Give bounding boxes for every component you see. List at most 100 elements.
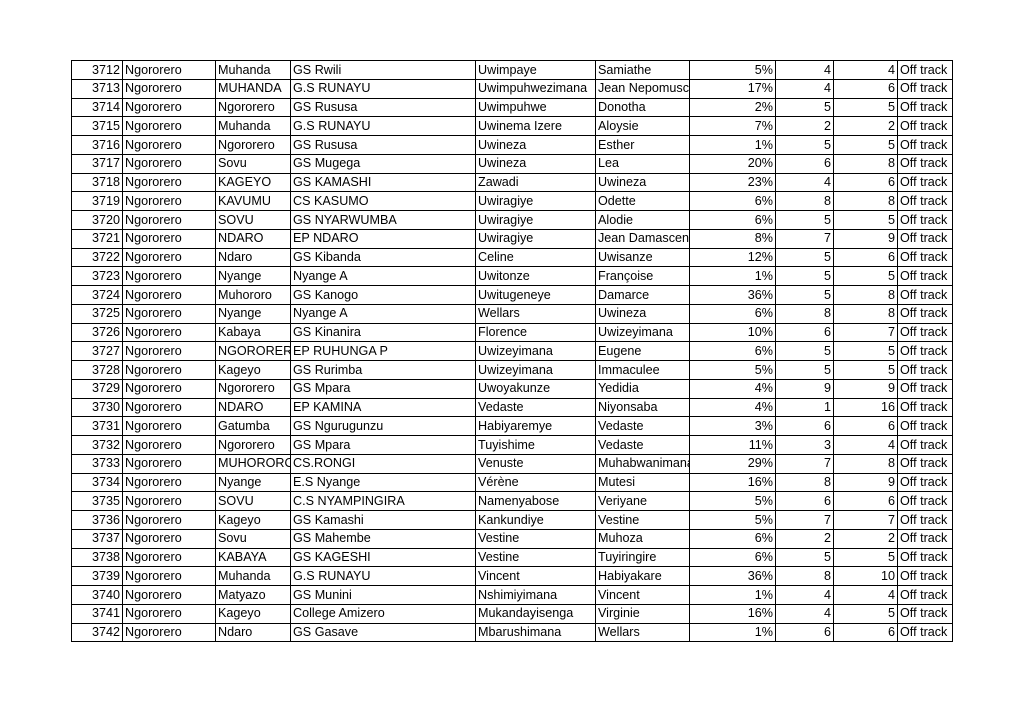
cell-num2[interactable]: 6 xyxy=(833,622,898,643)
cell-school[interactable]: GS Rususa xyxy=(290,135,476,155)
cell-district[interactable]: Ngororero xyxy=(122,528,216,549)
table-row[interactable]: 3739 Ngororero Muhanda G.S RUNAYU Vincent Hab… xyxy=(71,566,953,586)
cell-id[interactable]: 3739 xyxy=(71,566,123,586)
table-row[interactable]: 3737 Ngororero Sovu GS Mahembe Vestine Muhoza… xyxy=(71,528,953,549)
cell-district[interactable]: Ngororero xyxy=(122,97,216,118)
cell-sector[interactable]: Ngororero xyxy=(215,378,291,399)
cell-percent[interactable]: 29% xyxy=(689,453,776,474)
cell-last-name[interactable]: Uwimpaye xyxy=(475,60,596,80)
cell-school[interactable]: Nyange A xyxy=(290,266,476,286)
cell-status[interactable]: Off track xyxy=(897,135,953,155)
cell-sector[interactable]: Muhanda xyxy=(215,60,291,80)
cell-sector[interactable]: Gatumba xyxy=(215,416,291,436)
cell-id[interactable]: 3727 xyxy=(71,341,123,361)
cell-district[interactable]: Ngororero xyxy=(122,491,216,511)
table-row[interactable]: 3729 Ngororero Ngororero GS Mpara Uwoyakunze… xyxy=(71,378,953,399)
cell-percent[interactable]: 1% xyxy=(689,622,776,643)
cell-district[interactable]: Ngororero xyxy=(122,153,216,174)
cell-status[interactable]: Off track xyxy=(897,228,953,249)
cell-status[interactable]: Off track xyxy=(897,585,953,605)
table-row[interactable]: 3738 Ngororero KABAYA GS KAGESHI Vestine Tuyi… xyxy=(71,547,953,568)
cell-last-name[interactable]: Vedaste xyxy=(475,397,596,418)
cell-percent[interactable]: 5% xyxy=(689,60,776,80)
cell-num2[interactable]: 5 xyxy=(833,603,898,624)
cell-num2[interactable]: 16 xyxy=(833,397,898,418)
cell-status[interactable]: Off track xyxy=(897,172,953,193)
cell-first-name[interactable]: Donotha xyxy=(595,97,690,118)
cell-sector[interactable]: Ngororero xyxy=(215,435,291,455)
cell-status[interactable]: Off track xyxy=(897,116,953,136)
cell-district[interactable]: Ngororero xyxy=(122,566,216,586)
cell-sector[interactable]: Kageyo xyxy=(215,510,291,530)
cell-school[interactable]: GS Rususa xyxy=(290,97,476,118)
cell-first-name[interactable]: Niyonsaba xyxy=(595,397,690,418)
cell-school[interactable]: CS KASUMO xyxy=(290,191,476,211)
cell-sector[interactable]: Muhororo xyxy=(215,285,291,305)
cell-school[interactable]: GS KAGESHI xyxy=(290,547,476,568)
cell-num2[interactable]: 2 xyxy=(833,528,898,549)
cell-num2[interactable]: 9 xyxy=(833,378,898,399)
cell-first-name[interactable]: Esther xyxy=(595,135,690,155)
cell-num2[interactable]: 4 xyxy=(833,585,898,605)
cell-num1[interactable]: 7 xyxy=(775,228,834,249)
cell-school[interactable]: GS NYARWUMBA xyxy=(290,210,476,230)
cell-last-name[interactable]: Vincent xyxy=(475,566,596,586)
cell-sector[interactable]: Sovu xyxy=(215,528,291,549)
cell-district[interactable]: Ngororero xyxy=(122,78,216,99)
cell-district[interactable]: Ngororero xyxy=(122,303,216,324)
cell-last-name[interactable]: Uwitonze xyxy=(475,266,596,286)
cell-num2[interactable]: 5 xyxy=(833,210,898,230)
cell-status[interactable]: Off track xyxy=(897,360,953,380)
cell-district[interactable]: Ngororero xyxy=(122,135,216,155)
cell-district[interactable]: Ngororero xyxy=(122,322,216,343)
cell-percent[interactable]: 8% xyxy=(689,228,776,249)
table-row[interactable]: 3712 Ngororero Muhanda GS Rwili Uwimpaye Sami… xyxy=(71,60,953,80)
cell-percent[interactable]: 6% xyxy=(689,303,776,324)
cell-status[interactable]: Off track xyxy=(897,285,953,305)
cell-first-name[interactable]: Vedaste xyxy=(595,416,690,436)
cell-id[interactable]: 3729 xyxy=(71,378,123,399)
cell-sector[interactable]: Sovu xyxy=(215,153,291,174)
cell-percent[interactable]: 6% xyxy=(689,341,776,361)
table-row[interactable]: 3718 Ngororero KAGEYO GS KAMASHI Zawadi Uwine… xyxy=(71,172,953,193)
cell-first-name[interactable]: Muhabwanimana xyxy=(595,453,690,474)
cell-num1[interactable]: 5 xyxy=(775,97,834,118)
cell-last-name[interactable]: Uwiragiye xyxy=(475,210,596,230)
cell-status[interactable]: Off track xyxy=(897,303,953,324)
cell-last-name[interactable]: Vestine xyxy=(475,547,596,568)
cell-district[interactable]: Ngororero xyxy=(122,341,216,361)
cell-percent[interactable]: 6% xyxy=(689,547,776,568)
cell-num2[interactable]: 9 xyxy=(833,472,898,493)
cell-percent[interactable]: 12% xyxy=(689,247,776,268)
cell-school[interactable]: GS Mpara xyxy=(290,435,476,455)
cell-status[interactable]: Off track xyxy=(897,322,953,343)
table-row[interactable]: 3730 Ngororero NDARO EP KAMINA Vedaste Niyons… xyxy=(71,397,953,418)
cell-num2[interactable]: 5 xyxy=(833,341,898,361)
cell-school[interactable]: GS Mpara xyxy=(290,378,476,399)
cell-school[interactable]: GS Kibanda xyxy=(290,247,476,268)
cell-sector[interactable]: Nyange xyxy=(215,266,291,286)
cell-district[interactable]: Ngororero xyxy=(122,116,216,136)
cell-percent[interactable]: 16% xyxy=(689,472,776,493)
cell-num1[interactable]: 5 xyxy=(775,341,834,361)
cell-num2[interactable]: 6 xyxy=(833,172,898,193)
cell-sector[interactable]: SOVU xyxy=(215,491,291,511)
cell-last-name[interactable]: Mbarushimana xyxy=(475,622,596,643)
cell-num1[interactable]: 5 xyxy=(775,547,834,568)
table-row[interactable]: 3731 Ngororero Gatumba GS Ngurugunzu Habiyar… xyxy=(71,416,953,436)
cell-num2[interactable]: 5 xyxy=(833,266,898,286)
cell-percent[interactable]: 6% xyxy=(689,528,776,549)
cell-district[interactable]: Ngororero xyxy=(122,266,216,286)
cell-sector[interactable]: KAVUMU xyxy=(215,191,291,211)
cell-last-name[interactable]: Uwimpuhwezimana xyxy=(475,78,596,99)
cell-num1[interactable]: 2 xyxy=(775,116,834,136)
cell-school[interactable]: GS Ngurugunzu xyxy=(290,416,476,436)
cell-percent[interactable]: 3% xyxy=(689,416,776,436)
table-row[interactable]: 3719 Ngororero KAVUMU CS KASUMO Uwiragiye Ode… xyxy=(71,191,953,211)
cell-id[interactable]: 3731 xyxy=(71,416,123,436)
cell-sector[interactable]: Ngororero xyxy=(215,135,291,155)
cell-num2[interactable]: 7 xyxy=(833,510,898,530)
cell-district[interactable]: Ngororero xyxy=(122,472,216,493)
cell-num2[interactable]: 5 xyxy=(833,97,898,118)
cell-last-name[interactable]: Uwiragiye xyxy=(475,228,596,249)
